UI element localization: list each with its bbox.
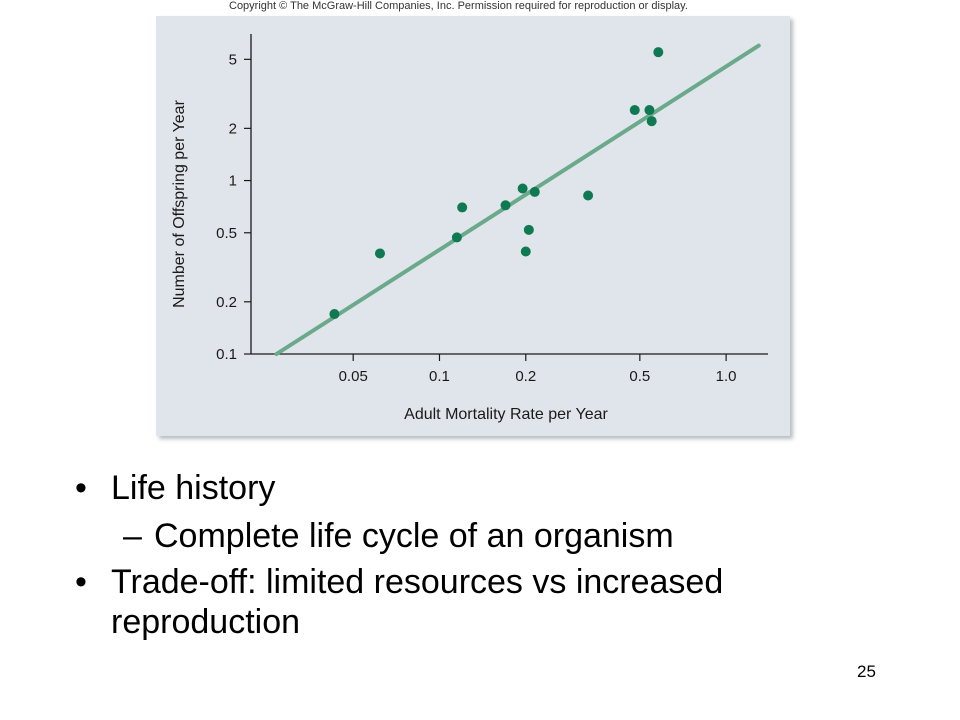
trend-line: [274, 43, 761, 356]
data-point: [529, 186, 540, 197]
data-point: [523, 224, 534, 235]
x-tick-label: 0.5: [629, 368, 650, 385]
data-point: [457, 202, 468, 213]
data-point: [517, 183, 528, 194]
data-point: [451, 232, 462, 243]
data-point: [646, 116, 657, 127]
page-number: 25: [857, 662, 876, 681]
y-axis-title: Number of Offspring per Year: [171, 99, 188, 307]
bullet-mark: •: [75, 469, 87, 507]
data-point: [500, 200, 511, 211]
x-tick-label: 0.05: [339, 368, 368, 385]
x-tick-label: 1.0: [716, 368, 737, 385]
y-tick-label: 5: [229, 51, 237, 68]
data-point: [374, 248, 385, 259]
bullet-item-trade-off: • Trade-off: limited resources vs increa…: [75, 562, 895, 642]
chart-panel: 0.05 0.1 0.2 0.5 1.0 0.1 0.2 0.5 1 2 5 Adult Morta…: [156, 16, 790, 436]
y-tick-label: 1: [229, 173, 237, 190]
bullet-item-life-history: • Life history: [75, 468, 895, 508]
plot-area: 0.05 0.1 0.2 0.5 1.0 0.1 0.2 0.5 1 2 5: [216, 34, 768, 385]
y-tick-label: 2: [229, 120, 237, 137]
scatter-chart: 0.05 0.1 0.2 0.5 1.0 0.1 0.2 0.5 1 2 5 Adult Morta…: [171, 34, 768, 423]
y-tick-label: 0.5: [216, 225, 237, 242]
y-tick-label: 0.2: [216, 294, 237, 311]
data-point: [644, 105, 655, 116]
x-axis-title: Adult Mortality Rate per Year: [404, 406, 608, 423]
bullet-list: • Life history – Complete life cycle of …: [75, 468, 895, 642]
data-point: [329, 309, 340, 320]
data-point: [520, 246, 531, 257]
copyright-notice: Copyright © The McGraw-Hill Companies, I…: [229, 0, 688, 12]
data-point: [653, 47, 664, 58]
data-point: [583, 190, 594, 201]
bullet-text: Trade-off: limited resources vs increase…: [111, 563, 724, 641]
x-tick-label: 0.1: [429, 368, 450, 385]
data-point: [629, 105, 640, 116]
sub-bullet-text: Complete life cycle of an organism: [154, 517, 674, 555]
bullet-text: Life history: [111, 469, 276, 507]
sub-bullet-item-life-cycle: – Complete life cycle of an organism: [75, 516, 895, 556]
x-tick-label: 0.2: [515, 368, 536, 385]
y-tick-label: 0.1: [216, 346, 237, 363]
sub-bullet-mark: –: [123, 517, 142, 555]
bullet-mark: •: [75, 563, 87, 601]
